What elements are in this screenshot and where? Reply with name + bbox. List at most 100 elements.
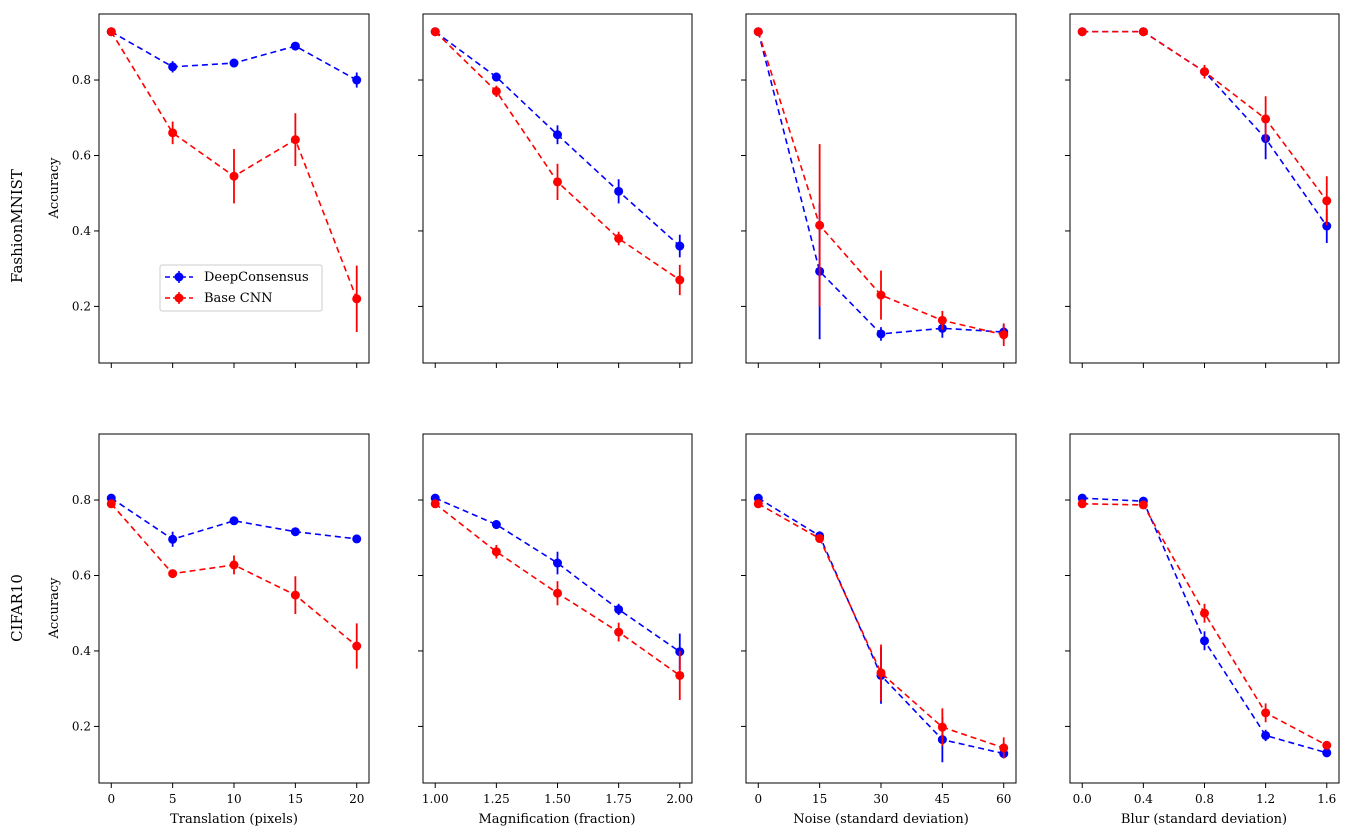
panel-cifar10-blur: 0.0 0.4 0.8 1.2 1.6 <box>1065 433 1340 806</box>
point-deepconsensus <box>352 75 362 85</box>
x-tick-label: 0.8 <box>1195 792 1214 806</box>
x-tick-label: 1.00 <box>422 792 449 806</box>
point-base-cnn <box>876 290 886 300</box>
point-deepconsensus <box>168 534 178 544</box>
point-deepconsensus <box>491 72 501 82</box>
point-base-cnn <box>168 128 178 138</box>
point-base-cnn <box>352 294 362 304</box>
point-base-cnn <box>1077 499 1087 509</box>
x-tick-label: 1.25 <box>483 792 510 806</box>
x-tick-label: 15 <box>812 792 827 806</box>
x-tick-label: 1.6 <box>1317 792 1336 806</box>
point-deepconsensus <box>553 558 562 568</box>
point-base-cnn <box>675 275 685 285</box>
point-base-cnn <box>106 27 116 37</box>
point-base-cnn <box>229 560 239 570</box>
x-tick-label: 45 <box>935 792 950 806</box>
point-deepconsensus <box>491 520 501 530</box>
point-deepconsensus <box>614 186 624 196</box>
series-line-base-cnn <box>1082 503 1328 746</box>
y-tick-label: 0.8 <box>72 493 91 507</box>
point-base-cnn <box>937 722 947 732</box>
point-base-cnn <box>815 534 825 544</box>
x-tick-label: 10 <box>226 792 241 806</box>
point-base-cnn <box>999 743 1009 753</box>
point-deepconsensus <box>675 241 685 251</box>
point-deepconsensus <box>1322 748 1332 758</box>
panel-fashionmnist-blur <box>1065 13 1340 368</box>
panel-cifar10-noise: 0 15 30 45 60 <box>741 433 1017 806</box>
point-base-cnn <box>614 627 624 637</box>
point-base-cnn <box>675 670 685 680</box>
x-axis-label-blur: Blur (standard deviation) <box>1121 812 1287 827</box>
x-tick-label: 60 <box>996 792 1011 806</box>
point-base-cnn <box>290 590 300 600</box>
x-tick-label: 1.50 <box>544 792 571 806</box>
point-deepconsensus <box>1322 221 1332 231</box>
legend-marker-deepconsensus <box>174 272 184 282</box>
point-base-cnn <box>229 171 239 181</box>
y-tick-label: 0.4 <box>72 644 91 658</box>
point-base-cnn <box>815 220 825 230</box>
point-deepconsensus <box>229 516 239 526</box>
series-line-base-cnn <box>434 31 681 281</box>
series-line-base-cnn <box>757 503 1004 749</box>
legend-label-deepconsensus: DeepConsensus <box>204 270 309 285</box>
x-tick-label: 2.00 <box>666 792 693 806</box>
axes-frame <box>422 433 693 784</box>
x-tick-label: 0.0 <box>1073 792 1092 806</box>
point-base-cnn <box>1322 196 1332 206</box>
point-base-cnn <box>1138 500 1148 510</box>
point-base-cnn <box>168 569 178 579</box>
point-deepconsensus <box>290 527 300 537</box>
point-deepconsensus <box>553 130 562 140</box>
point-base-cnn <box>1200 67 1209 77</box>
axes-frame <box>1069 13 1340 364</box>
point-base-cnn <box>753 499 763 509</box>
panel-fashionmnist-magnification <box>418 13 693 368</box>
point-base-cnn <box>491 547 501 557</box>
axes-frame <box>98 433 370 784</box>
point-base-cnn <box>553 177 562 187</box>
axes-frame <box>745 13 1017 364</box>
axes-frame <box>98 13 370 364</box>
point-base-cnn <box>876 668 886 678</box>
series-line-deepconsensus <box>110 497 357 541</box>
axes-frame <box>1069 433 1340 784</box>
y-tick-label: 0.6 <box>72 148 91 162</box>
legend: DeepConsensus Base CNN <box>159 264 323 312</box>
point-base-cnn <box>553 588 562 598</box>
panel-cifar10-translation: 0.2 0.4 0.6 0.8 0 5 10 15 20 <box>72 433 370 806</box>
x-axis-label-translation: Translation (pixels) <box>170 812 298 827</box>
legend-frame <box>159 264 323 312</box>
point-deepconsensus <box>290 41 300 51</box>
point-base-cnn <box>614 233 624 243</box>
axes-frame <box>422 13 693 364</box>
series-line-deepconsensus <box>110 31 358 81</box>
series-line-base-cnn <box>1082 30 1328 202</box>
y-tick-label: 0.2 <box>72 719 91 733</box>
series-line-deepconsensus <box>1082 30 1328 227</box>
series-line-deepconsensus <box>757 497 1004 755</box>
x-tick-label: 1.2 <box>1256 792 1275 806</box>
point-base-cnn <box>1322 740 1332 750</box>
point-deepconsensus <box>1200 636 1209 646</box>
y-axis-label-top: Accuracy <box>47 157 62 220</box>
axes-frame <box>745 433 1017 784</box>
x-tick-label: 0.4 <box>1134 792 1153 806</box>
subplot-grid: 0.2 0.4 0.6 0.8 0.2 0.4 0.6 0.8 0 5 10 15 20 1.00 1.25… <box>72 13 1340 806</box>
row-label-fashionmnist: FashionMNIST <box>8 169 26 283</box>
point-deepconsensus <box>876 329 886 339</box>
y-tick-label: 0.2 <box>72 299 91 313</box>
point-base-cnn <box>753 27 763 37</box>
legend-marker-base-cnn <box>174 293 184 303</box>
point-base-cnn <box>106 499 116 509</box>
y-axis-label-bottom: Accuracy <box>47 577 62 640</box>
panel-cifar10-magnification: 1.00 1.25 1.50 1.75 2.00 <box>418 433 693 806</box>
point-base-cnn <box>1138 27 1148 37</box>
point-base-cnn <box>1200 608 1209 618</box>
row-label-cifar10: CIFAR10 <box>8 574 26 642</box>
point-base-cnn <box>491 86 501 96</box>
point-deepconsensus <box>229 58 239 68</box>
